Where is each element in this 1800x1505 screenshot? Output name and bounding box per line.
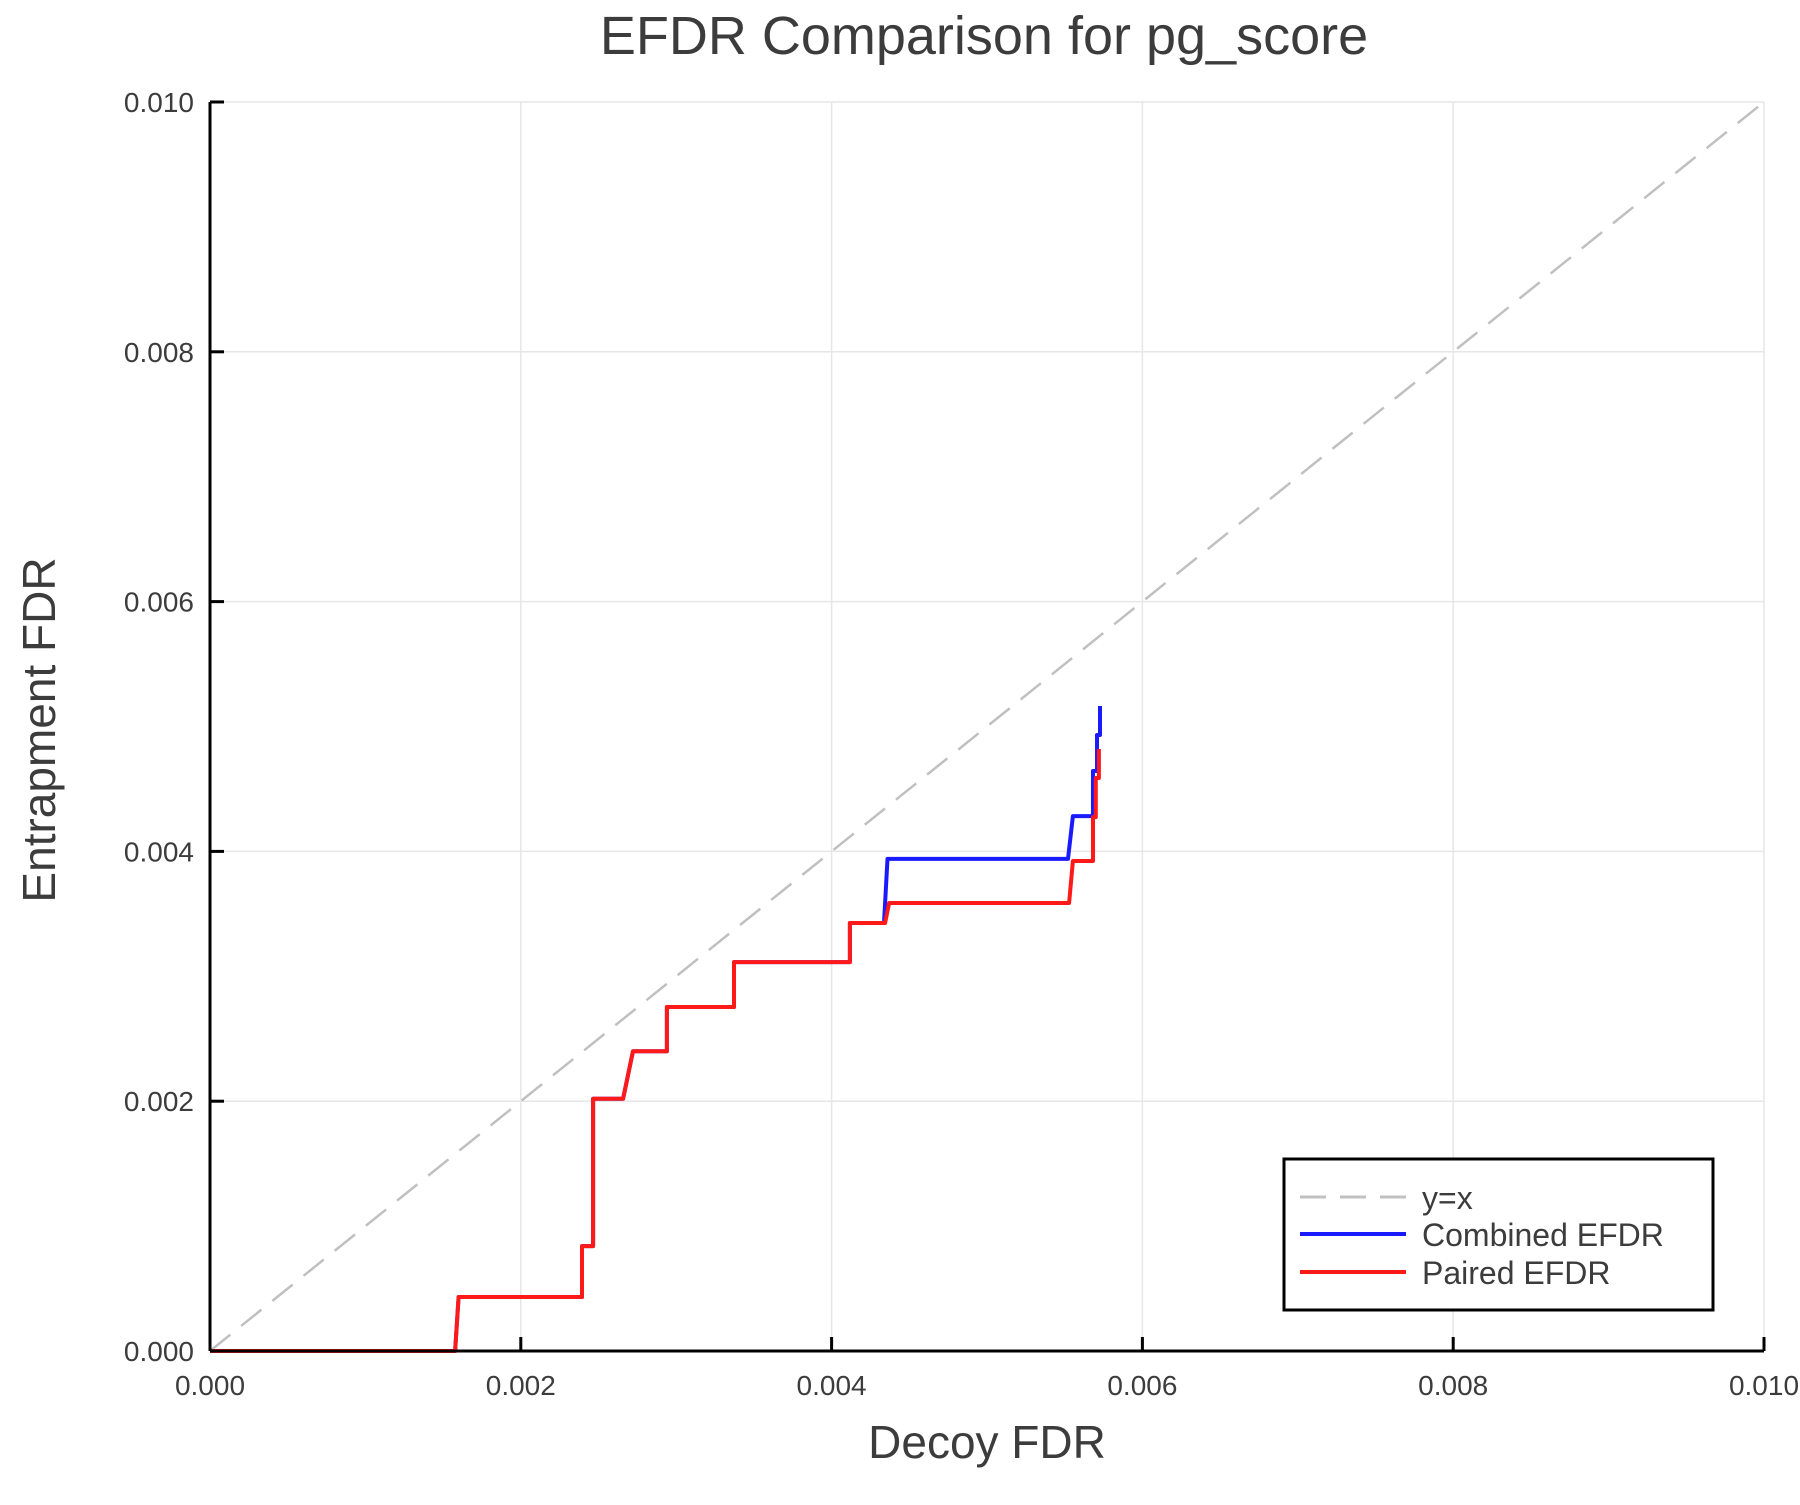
x-tick-label: 0.006 (1107, 1370, 1177, 1401)
series-group (209, 101, 1765, 1353)
x-tick-label: 0.002 (486, 1370, 556, 1401)
y-tick-label: 0.006 (124, 587, 194, 618)
x-tick-label: 0.008 (1418, 1370, 1488, 1401)
x-tick-label: 0.004 (797, 1370, 867, 1401)
series-line-paired-efdr (210, 749, 1101, 1353)
axes: 0.000 0.002 0.004 0.006 0.008 0.010 0.000 0.002… (124, 87, 1799, 1401)
y-tick-label: 0.002 (124, 1086, 194, 1117)
y-tick-label: 0.004 (124, 836, 194, 867)
chart-title: EFDR Comparison for pg_score (600, 6, 1368, 66)
legend: y=x Combined EFDR Paired EFDR (1282, 1157, 1715, 1312)
y-tick-label: 0.000 (124, 1336, 194, 1367)
legend-label-y-equals-x: y=x (1422, 1180, 1473, 1216)
y-tick-label: 0.010 (124, 87, 194, 118)
series-line-combined-efdr (210, 706, 1102, 1353)
series-line-y-x (209, 101, 1765, 1352)
y-tick-label: 0.008 (124, 337, 194, 368)
x-axis-label: Decoy FDR (868, 1416, 1106, 1468)
x-tick-label: 0.010 (1729, 1370, 1799, 1401)
legend-label-paired-efdr: Paired EFDR (1422, 1255, 1611, 1291)
y-axis-label: Entrapment FDR (13, 557, 65, 902)
x-tick-label: 0.000 (175, 1370, 245, 1401)
legend-label-combined-efdr: Combined EFDR (1422, 1217, 1664, 1253)
